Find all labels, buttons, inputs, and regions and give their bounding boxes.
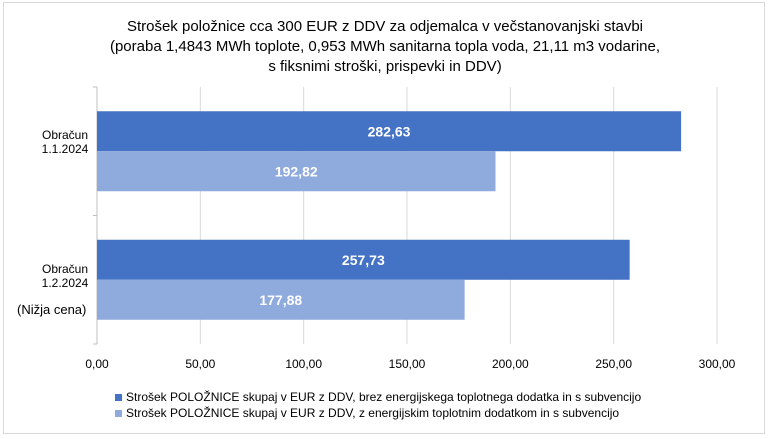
chart-title-line-3: s fiksnimi stroški, prispevki in DDV): [268, 58, 502, 75]
category-label-2: Obračun 1.2.2024: [25, 262, 105, 290]
data-label-s1-c2: 257,73: [342, 252, 385, 268]
legend-item-2: Strošek POLOŽNICE skupaj v EUR z DDV, z …: [115, 406, 619, 420]
category-label-1-line1: Obračun: [41, 128, 89, 142]
x-tick-label-1: 50,00: [185, 357, 215, 371]
category-label-1: Obračun 1.1.2024: [25, 128, 105, 156]
chart-frame: [3, 2, 765, 434]
chart-title-line-1: Strošek položnice cca 300 EUR z DDV za o…: [126, 18, 644, 35]
bar-s2-c1: [97, 151, 496, 192]
category-label-1-line2: 1.1.2024: [41, 142, 89, 156]
category-label-2-line1: Obračun: [41, 262, 89, 276]
category-note-2: (Nižja cena): [17, 302, 87, 317]
legend-swatch-2: [115, 409, 122, 417]
x-tick-label-5: 250,00: [595, 357, 632, 371]
legend-swatch-1: [115, 393, 122, 401]
legend-label-1: Strošek POLOŽNICE skupaj v EUR z DDV, br…: [126, 390, 642, 404]
x-tick-label-2: 100,00: [285, 357, 322, 371]
x-tick-label-6: 300,00: [699, 357, 736, 371]
legend-item-1: Strošek POLOŽNICE skupaj v EUR z DDV, br…: [115, 390, 641, 404]
data-label-s2-c1: 192,82: [275, 163, 318, 179]
bar-s1-c1: [97, 111, 682, 152]
data-label-s1-c1: 282,63: [368, 123, 411, 139]
chart-title-line-2: (poraba 1,4843 MWh toplote, 0,953 MWh sa…: [109, 38, 661, 55]
x-tick-label-4: 200,00: [492, 357, 529, 371]
x-tick-label-0: 0,00: [85, 357, 109, 371]
category-label-2-line2: 1.2.2024: [41, 276, 89, 290]
bar-s2-c2: [97, 279, 465, 320]
x-tick-label-3: 150,00: [389, 357, 426, 371]
legend-label-2: Strošek POLOŽNICE skupaj v EUR z DDV, z …: [126, 406, 620, 420]
bar-s1-c2: [97, 239, 630, 280]
data-label-s2-c2: 177,88: [259, 292, 302, 308]
